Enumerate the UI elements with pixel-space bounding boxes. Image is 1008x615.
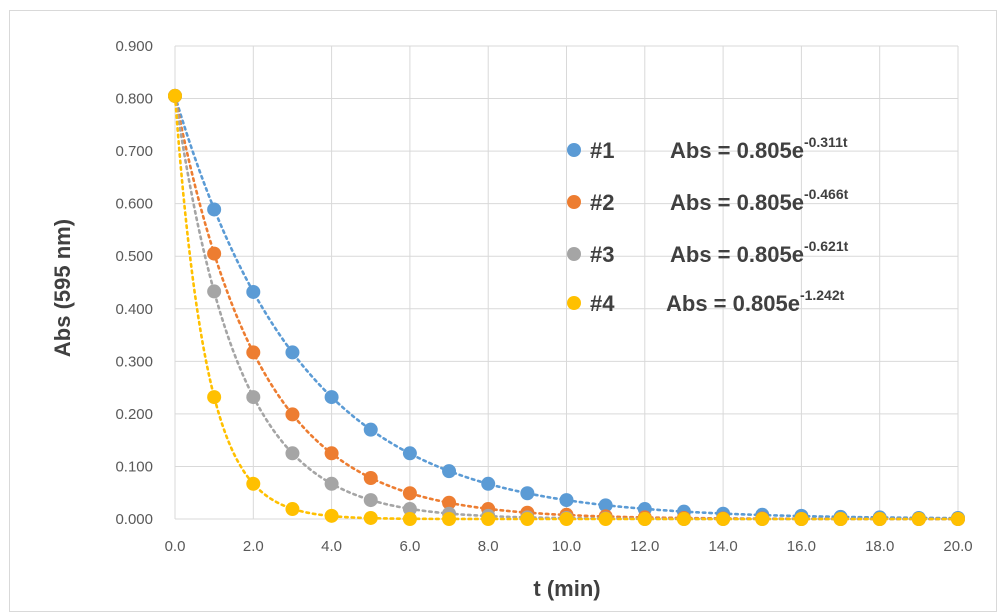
- point-series-1: [363, 422, 378, 437]
- point-series-3: [246, 390, 261, 405]
- point-series-1: [324, 390, 339, 405]
- legend-label-1: #1: [590, 138, 614, 163]
- x-tick-label: 6.0: [399, 538, 420, 555]
- x-tick-label: 4.0: [321, 538, 342, 555]
- x-axis-title: t (min): [533, 576, 600, 601]
- legend-marker-4: [567, 296, 581, 310]
- legend-exponent-3: -0.621t: [804, 238, 849, 254]
- legend-marker-2: [567, 195, 581, 209]
- legend-equation-2: Abs = 0.805e-0.466t: [670, 186, 849, 215]
- point-series-4: [637, 512, 652, 526]
- point-series-4: [481, 512, 496, 526]
- point-series-1: [598, 498, 613, 513]
- x-tick-label: 12.0: [630, 538, 659, 555]
- legend: #1 Abs = 0.805e-0.311t #2 Abs = 0.805e-0.46…: [567, 134, 849, 316]
- point-series-1: [402, 446, 417, 461]
- point-series-4: [363, 510, 378, 525]
- point-series-1: [246, 284, 261, 299]
- legend-marker-1: [567, 143, 581, 157]
- y-tick-labels: 0.000 0.100 0.200 0.300 0.400 0.500 0.600 0.700…: [115, 38, 153, 528]
- legend-exponent-2: -0.466t: [804, 186, 849, 202]
- point-series-4: [559, 512, 574, 526]
- point-series-4: [833, 512, 848, 526]
- legend-label-4: #4: [590, 291, 615, 316]
- x-tick-label: 14.0: [708, 538, 737, 555]
- point-series-4: [951, 512, 965, 526]
- point-series-3: [363, 493, 378, 508]
- point-series-2: [363, 471, 378, 486]
- y-tick-label: 0.800: [115, 91, 153, 108]
- point-series-4: [442, 512, 457, 526]
- point-series-2: [207, 246, 222, 261]
- point-series-2: [246, 345, 261, 360]
- point-series-1: [442, 464, 457, 479]
- legend-label-3: #3: [590, 242, 614, 267]
- legend-label-2: #2: [590, 190, 614, 215]
- x-tick-label: 2.0: [243, 538, 264, 555]
- point-series-2: [402, 486, 417, 501]
- point-series-2: [285, 407, 300, 422]
- point-series-1: [520, 486, 535, 501]
- point-series-1: [559, 493, 574, 508]
- y-tick-label: 0.500: [115, 248, 153, 265]
- y-tick-label: 0.300: [115, 353, 153, 370]
- legend-exponent-4: -1.242t: [800, 287, 845, 303]
- point-series-4: [911, 512, 926, 526]
- point-series-2: [324, 446, 339, 461]
- point-series-1: [285, 345, 300, 360]
- x-tick-label: 10.0: [552, 538, 581, 555]
- x-tick-label: 20.0: [943, 538, 972, 555]
- point-series-4: [324, 508, 339, 523]
- point-series-4: [716, 512, 731, 526]
- x-tick-label: 8.0: [478, 538, 499, 555]
- point-series-4: [168, 88, 182, 103]
- x-tick-label: 0.0: [165, 538, 186, 555]
- point-series-4: [872, 512, 887, 526]
- data-points: [168, 88, 965, 526]
- point-series-4: [402, 512, 417, 526]
- point-series-3: [402, 502, 417, 517]
- x-tick-label: 18.0: [865, 538, 894, 555]
- y-tick-label: 0.700: [115, 143, 153, 160]
- x-tick-labels: 0.0 2.0 4.0 6.0 8.0 10.0 12.0 14.0 16.0 18.0 20.0: [165, 538, 973, 555]
- point-series-4: [246, 476, 261, 491]
- y-tick-label: 0.000: [115, 511, 153, 528]
- y-tick-label: 0.400: [115, 301, 153, 318]
- point-series-4: [598, 512, 613, 526]
- point-series-3: [324, 476, 339, 491]
- legend-equation-3: Abs = 0.805e-0.621t: [670, 238, 849, 267]
- point-series-1: [207, 202, 222, 217]
- y-axis-title: Abs (595 nm): [50, 219, 75, 357]
- point-series-4: [207, 390, 222, 405]
- point-series-3: [207, 284, 222, 299]
- point-series-4: [676, 512, 691, 526]
- legend-exponent-1: -0.311t: [804, 134, 848, 150]
- point-series-2: [442, 495, 457, 510]
- point-series-1: [481, 476, 496, 491]
- legend-equation-4: Abs = 0.805e-1.242t: [666, 287, 845, 316]
- point-series-4: [755, 512, 770, 526]
- point-series-4: [794, 512, 809, 526]
- point-series-3: [285, 446, 300, 461]
- legend-marker-3: [567, 247, 581, 261]
- y-tick-label: 0.100: [115, 458, 153, 475]
- legend-equation-1: Abs = 0.805e-0.311t: [670, 134, 848, 163]
- y-tick-label: 0.900: [115, 38, 153, 55]
- point-series-4: [285, 502, 300, 517]
- y-tick-label: 0.600: [115, 196, 153, 213]
- point-series-4: [520, 512, 535, 526]
- y-tick-label: 0.200: [115, 406, 153, 423]
- x-tick-label: 16.0: [787, 538, 816, 555]
